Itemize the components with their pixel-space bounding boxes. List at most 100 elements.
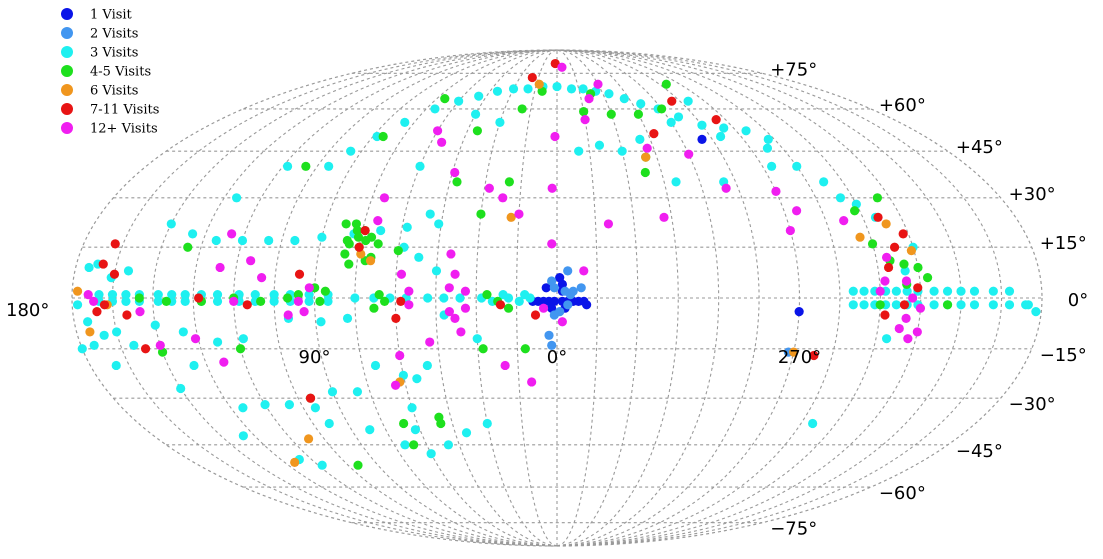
data-point (123, 266, 134, 276)
grid-meridian (152, 49, 558, 547)
data-point (409, 440, 419, 450)
data-point (721, 183, 731, 193)
data-point (673, 112, 684, 122)
data-point (422, 360, 432, 371)
data-point (906, 245, 917, 256)
legend-marker (61, 65, 73, 77)
data-point (538, 303, 549, 313)
legend-marker (61, 122, 73, 134)
data-point (988, 300, 998, 310)
data-point (155, 340, 165, 351)
y-tick-label: −60° (879, 483, 926, 504)
data-point (379, 296, 390, 306)
y-tick-label: +30° (1009, 184, 1056, 205)
data-point (859, 286, 869, 296)
data-point (237, 235, 248, 246)
data-point (219, 357, 229, 367)
data-point (891, 300, 901, 310)
data-point (450, 167, 460, 178)
data-point (414, 252, 424, 262)
data-point (1031, 306, 1041, 317)
data-point (283, 310, 293, 320)
data-point (246, 256, 256, 266)
legend: 1 Visit 2 Visits 3 Visits 4-5 Visits 6 Visit… (61, 8, 159, 137)
data-point (635, 134, 645, 144)
data-point (439, 293, 449, 303)
data-point (402, 222, 412, 232)
data-point (342, 313, 353, 323)
data-point (304, 296, 314, 306)
data-point (452, 177, 462, 187)
data-point (282, 161, 293, 171)
data-point (819, 177, 829, 187)
grid-meridian (556, 49, 962, 547)
x-tick-label: 180° (6, 300, 49, 321)
data-point (404, 286, 414, 296)
data-point (576, 283, 586, 293)
data-point (506, 212, 516, 222)
data-point (340, 249, 350, 259)
data-point (697, 134, 707, 144)
data-point (661, 79, 671, 89)
data-point (212, 337, 223, 347)
data-point (373, 216, 383, 226)
data-point (929, 286, 939, 296)
grid-meridian (556, 49, 881, 547)
data-point (873, 212, 883, 222)
data-point (606, 109, 616, 119)
data-point (92, 306, 102, 317)
data-point (215, 262, 225, 273)
data-point (472, 126, 482, 136)
y-tick-label: +15° (1040, 233, 1087, 254)
data-point (470, 109, 481, 119)
data-point (527, 377, 537, 387)
data-point (85, 327, 95, 337)
data-point (324, 418, 334, 429)
grid-meridian (394, 49, 558, 547)
y-tick-label: −15° (1040, 345, 1087, 366)
data-point (942, 300, 953, 310)
data-point (503, 303, 514, 313)
data-point (478, 344, 488, 354)
grid-meridian (556, 49, 720, 547)
data-point (881, 334, 892, 344)
data-point (498, 193, 508, 203)
data-point (444, 306, 454, 317)
y-tick-label: −30° (1009, 394, 1056, 415)
data-point (178, 327, 188, 337)
data-point (633, 109, 644, 119)
data-point (711, 115, 721, 125)
data-point (552, 81, 562, 92)
data-point (431, 266, 442, 276)
data-point (98, 259, 108, 269)
data-point (568, 286, 578, 296)
data-point (640, 167, 650, 178)
data-point (534, 79, 544, 89)
data-point (83, 317, 93, 327)
x-tick-label: 270° (778, 347, 821, 368)
data-point (461, 428, 472, 438)
data-point (293, 290, 303, 300)
data-point (370, 360, 381, 371)
data-point (504, 177, 514, 187)
data-point (636, 99, 646, 109)
data-point (880, 310, 890, 320)
data-point (901, 313, 911, 323)
data-point (238, 334, 248, 344)
data-point (269, 296, 279, 306)
data-point (153, 296, 163, 306)
data-point (848, 300, 858, 310)
grid-meridian (556, 49, 679, 547)
data-point (299, 306, 309, 317)
data-point (227, 229, 237, 239)
grid-meridian (516, 49, 558, 547)
legend-label: 6 Visits (90, 84, 138, 99)
data-point (835, 193, 846, 203)
data-point (242, 300, 252, 310)
data-point (400, 440, 410, 450)
data-point (256, 296, 266, 306)
data-point (785, 225, 795, 236)
data-point (407, 403, 417, 413)
data-point (317, 232, 327, 242)
data-point (354, 242, 364, 252)
